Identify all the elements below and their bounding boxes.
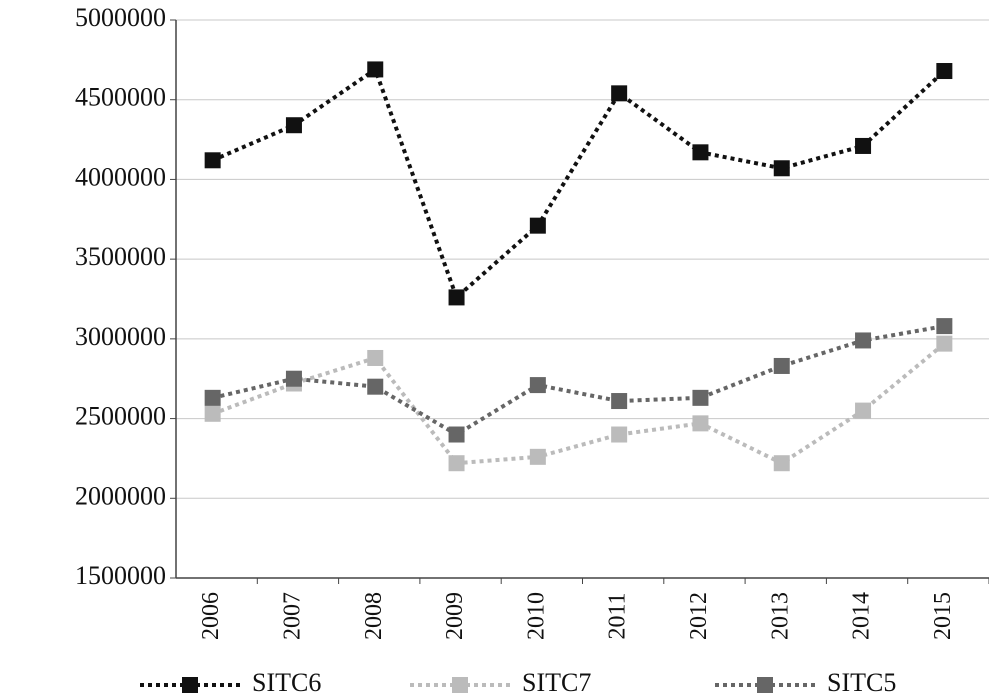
legend-label: SITC7 bbox=[522, 668, 591, 697]
y-tick-label: 3000000 bbox=[75, 322, 166, 351]
point-marker bbox=[855, 137, 872, 154]
x-tick-label: 2006 bbox=[198, 592, 224, 640]
point-marker bbox=[773, 357, 790, 374]
y-tick-label: 4000000 bbox=[75, 162, 166, 191]
point-marker bbox=[611, 426, 628, 443]
x-tick-label: 2008 bbox=[361, 592, 387, 640]
point-marker bbox=[448, 455, 465, 472]
point-marker bbox=[611, 85, 628, 102]
point-marker bbox=[285, 370, 302, 387]
point-marker bbox=[367, 378, 384, 395]
x-tick-label: 2011 bbox=[605, 592, 631, 639]
y-tick-label: 1500000 bbox=[75, 561, 166, 590]
point-marker bbox=[367, 349, 384, 366]
point-marker bbox=[936, 63, 953, 80]
point-marker bbox=[936, 335, 953, 352]
point-marker bbox=[692, 144, 709, 161]
point-marker bbox=[448, 426, 465, 443]
x-tick-label: 2012 bbox=[686, 592, 712, 640]
point-marker bbox=[529, 448, 546, 465]
point-marker bbox=[692, 415, 709, 432]
y-tick-label: 5000000 bbox=[75, 3, 166, 32]
x-tick-label: 2009 bbox=[442, 592, 468, 640]
x-tick-label: 2015 bbox=[930, 592, 956, 640]
y-tick-label: 2000000 bbox=[75, 481, 166, 510]
point-marker bbox=[204, 389, 221, 406]
legend-marker bbox=[757, 677, 773, 693]
x-tick-label: 2007 bbox=[279, 592, 305, 640]
point-marker bbox=[855, 402, 872, 419]
x-tick-label: 2013 bbox=[767, 592, 793, 640]
point-marker bbox=[692, 389, 709, 406]
series-line bbox=[212, 324, 945, 437]
series-line bbox=[211, 66, 946, 301]
point-marker bbox=[204, 405, 221, 422]
point-marker bbox=[204, 152, 221, 169]
series-line bbox=[211, 342, 946, 466]
legend-marker bbox=[182, 677, 198, 693]
point-marker bbox=[529, 217, 546, 234]
point-marker bbox=[448, 289, 465, 306]
point-marker bbox=[529, 377, 546, 394]
point-marker bbox=[855, 332, 872, 349]
point-marker bbox=[773, 455, 790, 472]
point-marker bbox=[773, 160, 790, 177]
point-marker bbox=[367, 61, 384, 78]
x-tick-label: 2014 bbox=[849, 592, 875, 640]
y-tick-label: 4500000 bbox=[75, 83, 166, 112]
legend-label: SITC5 bbox=[827, 668, 896, 697]
point-marker bbox=[936, 318, 953, 335]
x-tick-label: 2010 bbox=[523, 592, 549, 640]
point-marker bbox=[285, 117, 302, 134]
point-marker bbox=[611, 393, 628, 410]
legend-label: SITC6 bbox=[252, 668, 321, 697]
legend-marker bbox=[452, 677, 468, 693]
y-tick-label: 3500000 bbox=[75, 242, 166, 271]
y-tick-label: 2500000 bbox=[75, 402, 166, 431]
